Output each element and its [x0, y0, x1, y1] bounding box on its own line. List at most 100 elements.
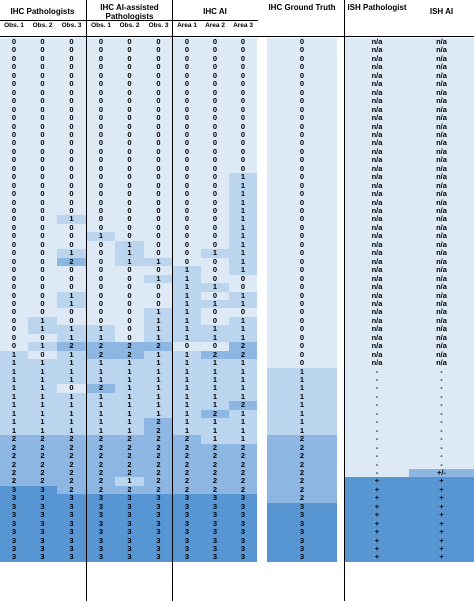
table-cell: 0 [0, 46, 28, 56]
table-cell: 0 [201, 122, 229, 132]
table-cell: 3 [115, 502, 144, 512]
table-cell: 0 [28, 232, 57, 242]
table-cell: 3 [0, 519, 28, 529]
table-cell: 0 [173, 223, 201, 233]
table-cell: n/a [345, 274, 409, 284]
table-cell: 3 [57, 494, 86, 504]
table-cell: 1 [144, 350, 173, 360]
table-cell: - [409, 384, 474, 394]
table-cell: 3 [115, 511, 144, 521]
table-cell: 1 [0, 350, 28, 360]
table-cell: n/a [345, 223, 409, 233]
table-cell: 0 [267, 189, 337, 200]
table-cell: 0 [28, 156, 57, 166]
table-cell: 0 [144, 173, 173, 183]
table-cell: - [345, 418, 409, 428]
table-cell: 1 [201, 249, 229, 259]
table-cell: 1 [57, 409, 86, 419]
table-cell: 3 [0, 536, 28, 546]
table-cell: 1 [28, 426, 57, 436]
table-cell: 0 [201, 71, 229, 81]
table-cell: 0 [87, 240, 115, 250]
table-cell: 1 [229, 206, 257, 216]
table-cell: 0 [115, 308, 144, 318]
table-cell: 0 [28, 249, 57, 259]
table-cell: 0 [229, 156, 257, 166]
table-cell: 0 [115, 333, 144, 343]
table-cell: 2 [229, 443, 257, 453]
table-cell: 3 [115, 544, 144, 554]
table-cell: 0 [28, 122, 57, 132]
table-cell: 0 [267, 71, 337, 81]
table-cell: 1 [144, 325, 173, 335]
header-ish-pathologist: ISH Pathologist [347, 3, 407, 12]
table-cell: 2 [87, 468, 115, 478]
table-cell: 0 [267, 299, 337, 309]
table-cell: - [345, 392, 409, 402]
table-cell: 3 [201, 511, 229, 521]
table-cell: 2 [144, 434, 173, 445]
table-cell: 0 [0, 316, 28, 326]
table-cell: n/a [345, 147, 409, 157]
table-cell: 0 [229, 88, 257, 98]
table-cell: 0 [0, 139, 28, 149]
table-cell: 0 [0, 342, 28, 352]
table-cell: n/a [409, 316, 474, 326]
table-cell: 3 [173, 511, 201, 521]
table-cell: 0 [267, 316, 337, 326]
table-cell: 1 [57, 426, 86, 436]
table-cell: 0 [87, 130, 115, 140]
table-cell: n/a [345, 164, 409, 174]
table-cell: 0 [201, 130, 229, 140]
table-cell: 0 [87, 46, 115, 56]
table-cell: 0 [267, 88, 337, 98]
table-cell: n/a [409, 265, 474, 276]
table-cell: 3 [115, 519, 144, 529]
table-cell: n/a [409, 308, 474, 318]
table-cell: 2 [28, 434, 57, 445]
table-cell: 0 [229, 105, 257, 115]
table-cell: 0 [144, 88, 173, 98]
table-cell: n/a [345, 88, 409, 98]
table-cell: 0 [144, 156, 173, 166]
table-cell: 3 [229, 519, 257, 529]
table-cell: - [409, 451, 474, 461]
table-cell: 0 [0, 189, 28, 200]
table-cell: 0 [87, 139, 115, 149]
table-cell: 0 [144, 37, 173, 47]
table-cell: 2 [87, 384, 115, 394]
table-cell: 0 [173, 63, 201, 73]
table-cell: 0 [144, 215, 173, 225]
table-cell: 0 [87, 80, 115, 90]
table-cell: n/a [409, 282, 474, 292]
table-cell: 0 [0, 63, 28, 73]
table-cell: n/a [345, 333, 409, 343]
table-cell: 1 [173, 367, 201, 377]
table-cell: 0 [0, 325, 28, 335]
table-cell: n/a [345, 240, 409, 250]
table-cell: 3 [57, 511, 86, 521]
table-cell: 1 [115, 240, 144, 250]
table-cell: 1 [144, 257, 173, 267]
table-cell: 0 [87, 282, 115, 292]
table-cell: 0 [87, 147, 115, 157]
table-cell: - [409, 426, 474, 436]
table-cell: 0 [28, 291, 57, 301]
table-cell: 2 [0, 468, 28, 478]
table-cell: 2 [115, 468, 144, 478]
table-cell: 2 [173, 460, 201, 470]
table-cell: 0 [229, 122, 257, 132]
table-cell: 1 [267, 392, 337, 402]
table-cell: +/- [409, 468, 474, 478]
table-cell: 1 [173, 291, 201, 301]
table-cell: 0 [267, 240, 337, 250]
table-cell: 0 [115, 37, 144, 47]
table-cell: 0 [267, 139, 337, 149]
table-cell: 0 [229, 147, 257, 157]
table-cell: 1 [57, 350, 86, 360]
table-cell: 1 [201, 333, 229, 343]
table-cell: 0 [201, 96, 229, 107]
table-cell: 0 [57, 122, 86, 132]
table-cell: 0 [267, 215, 337, 225]
table-cell: - [409, 401, 474, 411]
